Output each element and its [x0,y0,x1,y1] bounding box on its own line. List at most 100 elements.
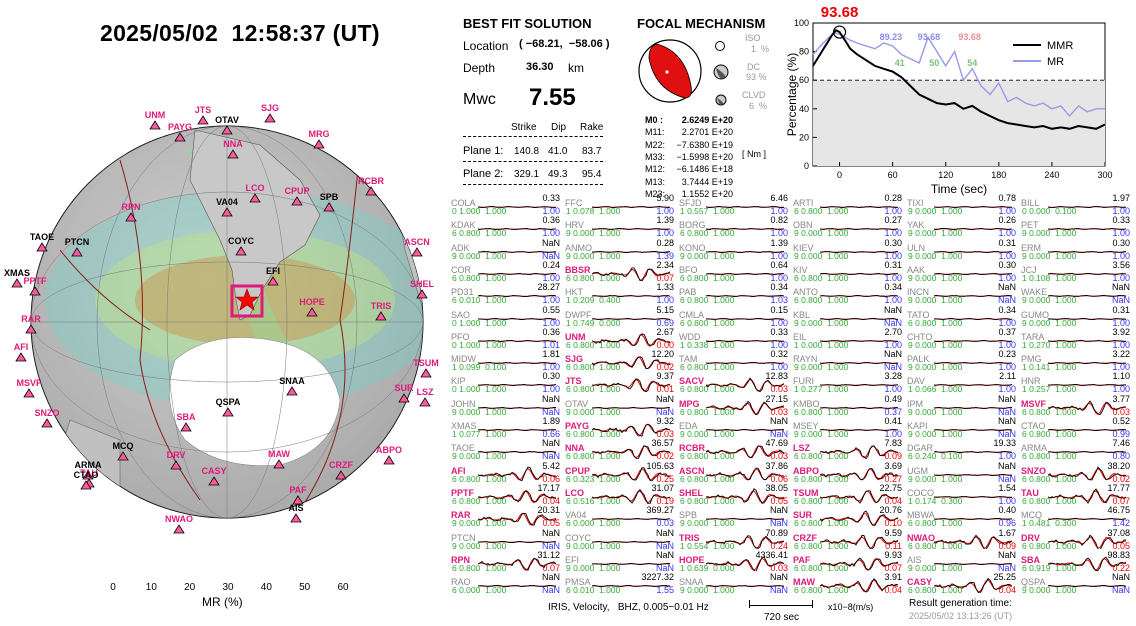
trace-mr: 1.00 [998,451,1016,462]
trace-weights: 9 0.000 1.000 [794,362,849,373]
trace-amplitude: NaN [997,549,1016,560]
trace-mr: 0.24 [770,540,788,551]
trace-cell: KIV 0.31 6 0.800 1.000 1.00 [792,260,906,284]
trace-amplitude: 0.36 [542,326,560,337]
trace-cell: PAB 0.34 6 0.800 1.000 1.03 [678,282,792,306]
trace-amplitude: 31.07 [651,482,674,493]
station-triangle-icon [235,246,247,256]
trace-station: ABPO [793,465,820,476]
trace-amplitude: 0.32 [770,349,788,360]
result-time: 2025/05/02 13:13:26 (UT) [909,611,1013,621]
trace-station: TIXI [907,198,924,208]
trace-cell: SUR 20.76 6 0.800 1.000 0.10 [792,505,906,529]
trace-weights: 9 0.000 1.000 [908,473,963,484]
trace-mr: 0.25 [656,473,674,484]
trace-station: LSZ [793,443,810,454]
trace-amplitude: 0.28 [884,193,902,203]
station-triangle-icon [411,247,423,257]
trace-station: EIL [793,331,807,342]
trace-station: NWAO [907,532,935,543]
focal-title: FOCAL MECHANISM [637,16,766,31]
waveform [820,510,898,527]
trace-weights: 6 0.800 1.000 [680,295,735,306]
trace-weights: 6 0.800 1.000 [794,473,849,484]
trace-station: PALK [907,354,930,365]
waveform [706,467,784,481]
trace-station: JTS [565,376,582,387]
waveform [934,577,1012,594]
station-label-efi: EFI [266,266,280,276]
trace-weights: 1 0.639 0.000 [680,562,735,573]
trace-cell: TARA 3.92 1 0.270 1.000 1.00 [1020,327,1134,351]
trace-station: RAYN [793,354,818,365]
station-label-rpn: RPN [121,202,140,212]
trace-cell: ARMA 7.46 6 0.800 1.000 0.80 [1020,438,1134,462]
trace-weights: 9 0.000 1.000 [566,562,621,573]
waveform [706,377,784,393]
colorbar-tick: 50 [299,582,311,593]
waveform [478,489,556,504]
trace-station: SUR [793,510,813,521]
trace-weights: 9 0.000 1.000 [452,406,507,417]
chart-annotation: 93.68 [958,32,981,42]
chart-annotation: 93.68 [918,32,941,42]
moment-name: M33: [645,151,666,162]
trace-cell: COR 0.24 6 0.800 1.000 1.00 [450,260,564,284]
colorbar-tick: 10 [145,582,157,593]
trace-weights: 9 0.000 1.000 [566,250,621,261]
station-label-hope: HOPE [299,297,325,307]
trace-amplitude: 20.31 [537,505,560,516]
waveform [592,356,670,370]
trace-amplitude: 105.63 [646,460,674,471]
trace-station: WDD [679,331,701,342]
trace-station: KBL [793,309,811,320]
trace-cell: CTAO 0.52 6 0.800 1.000 0.99 [1020,416,1134,440]
trace-mr: 1.00 [542,317,560,328]
moment-value: 2.2701 E+20 [681,127,733,138]
waveform [934,295,1012,298]
waveform [706,429,784,431]
trace-cell: NNA 36.57 6 0.800 1.000 0.02 [564,438,678,462]
waveform [934,518,1012,521]
trace-amplitude: 0.37 [998,326,1016,337]
trace-amplitude: 2.34 [656,259,674,270]
trace-station: SHEL [679,487,704,498]
trace-mr: NaN [997,406,1016,417]
trace-mr: 0.04 [542,495,560,506]
trace-station: YAK [907,220,925,231]
waveform [934,250,1012,253]
trace-amplitude: 38.05 [765,482,788,493]
trace-amplitude: 3.77 [1112,393,1130,404]
location-value: ( −68.21, −58.06 ) [519,38,610,50]
waveform [1048,384,1126,387]
trace-station: TAU [1021,487,1039,498]
iso-icon [715,41,725,51]
trace-cell: BBSR 2.34 6 0.800 1.000 0.07 [564,259,678,284]
waveform [706,585,784,588]
trace-mr: 1.00 [542,362,560,373]
trace-weights: 1 0.257 1.000 [1022,384,1077,395]
trace-weights: 6 0.516 1.000 [566,495,621,506]
trace-cell: SHEL 38.05 6 0.800 1.000 0.05 [678,482,792,507]
trace-amplitude: 37.08 [1107,527,1130,538]
trace-mr: 1.00 [998,495,1016,506]
trace-weights: 6 0.800 1.000 [680,384,735,395]
trace-mr: 0.07 [542,562,560,573]
trace-cell: COLA 0.33 0 1.000 1.000 1.00 [450,193,564,217]
trace-cell: SFJD 6.46 1 0.557 1.000 1.00 [678,193,792,217]
trace-weights: 1 0.141 1.000 [1022,362,1077,373]
y-tick-label: 20 [799,132,809,142]
trace-cell: SNZO 38.20 6 0.800 1.000 0.02 [1020,461,1134,485]
trace-mr: 1.00 [884,339,902,350]
trace-amplitude: 12.20 [651,349,674,360]
trace-cell: OTAV NaN 9 0.000 1.000 NaN [564,394,678,418]
trace-amplitude: NaN [997,282,1016,293]
trace-weights: 6 0.000 1.000 [566,518,621,529]
trace-mr: 1.00 [884,272,902,283]
trace-mr: 1.00 [998,228,1016,239]
station-triangle-icon [173,524,185,534]
trace-mr: 1.00 [770,362,788,373]
below-threshold-band [813,80,1105,166]
trace-mr: NaN [997,473,1016,484]
trace-mr: 1.00 [770,250,788,261]
